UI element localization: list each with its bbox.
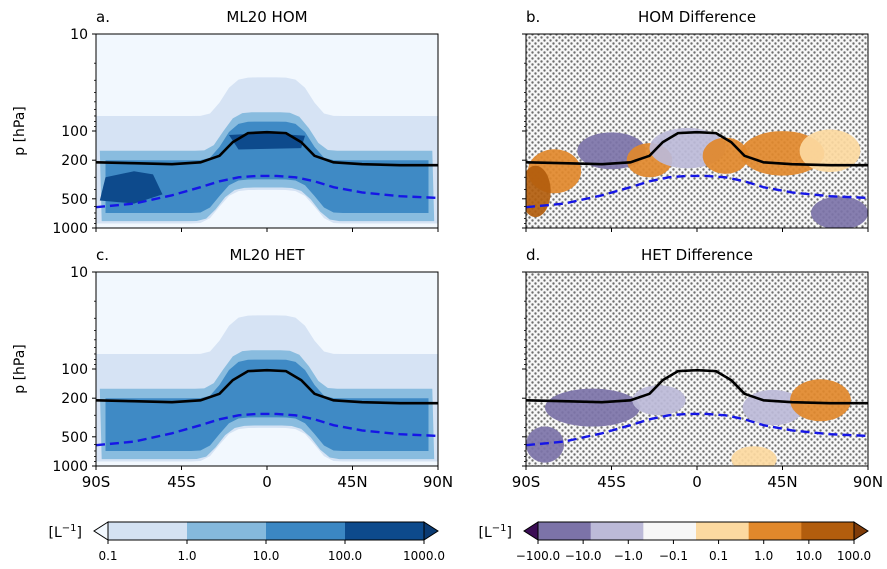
y-tick-label: 200 [61,391,88,407]
x-tick-label: 90S [82,473,111,491]
panel-title: ML20 HET [229,246,305,264]
lower-boundary-line [526,174,868,209]
colorbar-unit-exponent: −1 [62,523,77,534]
y-tick-label: 500 [61,192,88,208]
lower-boundary-line [96,412,438,447]
panel-d: 90S 45S 0 45N 90N d. HET Difference [512,246,883,491]
difference-region-5 [731,446,777,466]
colorbars-layer: 0.1 1.0 10.0 100.0 1000.0[L−1]−100.0 −10.0 −1.… [49,521,871,563]
colorbar-frame [537,521,855,541]
colorbar-tick-label: 100.0 [328,549,362,563]
colorbar-segment [266,522,346,540]
colorbar-segment [643,522,697,540]
colorbar-tick-label: 100.0 [837,549,871,563]
colorbar-tick-label: −10.0 [565,549,602,563]
y-axis-label: p [hPa] [12,344,28,394]
colorbar-tick-label: 1000.0 [403,549,445,563]
x-tick-label: 0 [262,473,272,491]
panel-content [96,34,438,228]
colorbar-over-arrow [853,521,869,541]
difference-region-8 [811,196,868,228]
y-tick-label: 1000 [52,221,88,237]
colorbar-unit-close: ] [507,525,512,541]
difference-region-2 [632,385,686,416]
colorbar-over-arrow [423,521,439,541]
y-tick-label: 500 [61,430,88,446]
lower-boundary-line [96,174,438,209]
colorbar-unit: [L−1] [49,523,82,541]
panel-letter: c. [96,246,109,264]
colorbar-under-arrow [523,521,539,541]
difference-region-7 [799,129,861,173]
colorbar-tick-label: −100.0 [516,549,560,563]
panel-b: b. HOM Difference [522,8,869,232]
colorbar-segment [345,522,425,540]
y-tick-label: 1000 [52,459,88,475]
x-tick-label: 90N [423,473,453,491]
y-tick-label: 100 [61,362,88,378]
panel-title: HET Difference [641,246,753,264]
panel-title: ML20 HOM [226,8,307,26]
colorbar-segment [108,522,188,540]
contour-band-4 [99,171,163,204]
colorbar-unit: [L−1] [479,523,512,541]
panel-a: 10 100 200 500 1000 p [hPa] a. ML20 HOM [12,8,439,237]
colorbar-segment [590,522,644,540]
panel-content [96,272,438,466]
y-tick-label: 200 [61,153,88,169]
colorbar-tick-label: 0.1 [98,549,117,563]
colorbar-tick-label: 10.0 [795,549,822,563]
colorbar-tick-label: 0.1 [709,549,728,563]
colorbar-segment [538,522,592,540]
x-tick-label: 90S [512,473,541,491]
colorbar-unit-base: [L [479,525,492,541]
colorbar-2: −100.0 −10.0 −1.0 −0.1 0.1 1.0 10.0 100.0 [L−1] [479,521,871,563]
tropopause-line [526,368,868,405]
colorbar-segment [748,522,802,540]
colorbar-tick-label: −1.0 [614,549,643,563]
y-tick-label: 10 [70,27,88,43]
colorbar-unit-base: [L [49,525,62,541]
colorbar-unit-close: ] [77,525,82,541]
x-tick-label: 90N [853,473,883,491]
difference-region-4 [790,379,851,422]
panel-letter: a. [96,8,110,26]
panel-title: HOM Difference [638,8,756,26]
colorbar-under-arrow [93,521,109,541]
colorbar-tick-label: 1.0 [754,549,773,563]
x-tick-label: 0 [692,473,702,491]
y-tick-label: 100 [61,124,88,140]
colorbar-segment [696,522,750,540]
tropopause-line [96,130,438,167]
x-tick-label: 45N [767,473,797,491]
lower-boundary-line [526,412,868,447]
difference-region-1 [545,388,640,427]
colorbar-tick-label: 1.0 [177,549,196,563]
x-tick-label: 45S [597,473,626,491]
colorbar-tick-label: 10.0 [253,549,280,563]
x-tick-label: 45N [337,473,367,491]
tropopause-line [526,130,868,167]
colorbar-segment [801,522,855,540]
panel-letter: b. [526,8,540,26]
colorbar-segment [187,522,267,540]
panel-content [526,34,868,228]
tropopause-line [96,368,438,405]
y-axis-label: p [hPa] [12,106,28,156]
contour-band-4 [229,133,305,150]
difference-region-9 [526,165,551,218]
x-tick-label: 45S [167,473,196,491]
y-tick-label: 10 [70,265,88,281]
colorbar-unit-exponent: −1 [492,523,507,534]
colorbar-1: 0.1 1.0 10.0 100.0 1000.0 [L−1] [49,521,445,563]
colorbar-tick-label: −0.1 [659,549,688,563]
panel-letter: d. [526,246,540,264]
panel-content [526,272,868,466]
